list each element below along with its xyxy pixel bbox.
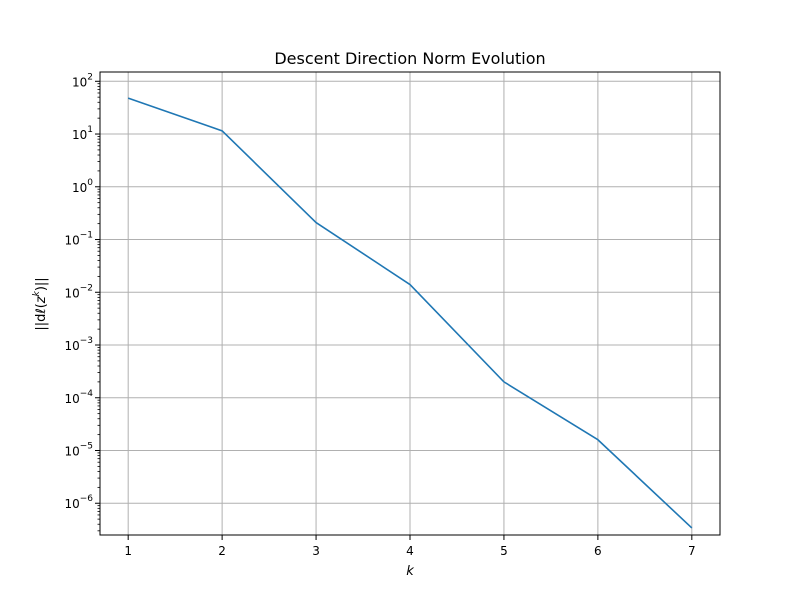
- y-tick-label: 10−1: [64, 231, 93, 248]
- x-axis-ticks: 1 2 3 4 5 6 7: [124, 535, 696, 558]
- y-axis-label-var: z: [34, 295, 49, 304]
- grid: [100, 72, 720, 535]
- x-tick-label: 2: [218, 544, 226, 558]
- x-tick-label: 6: [594, 544, 602, 558]
- x-tick-label: 5: [500, 544, 508, 558]
- y-tick-label: 102: [72, 72, 93, 89]
- y-tick-label: 100: [72, 178, 93, 195]
- y-axis-label-open: (: [34, 303, 49, 308]
- x-tick-label: 3: [312, 544, 320, 558]
- y-axis-label-ell: ℓ: [34, 308, 49, 314]
- y-tick-label: 10−3: [64, 336, 93, 353]
- series-group: [127, 97, 693, 529]
- x-tick-label: 4: [406, 544, 414, 558]
- y-axis-label-pre: ||d: [34, 314, 49, 331]
- chart-title: Descent Direction Norm Evolution: [274, 49, 545, 68]
- x-axis-label: k: [406, 564, 414, 579]
- y-tick-label: 101: [72, 125, 93, 142]
- x-tick-label: 1: [124, 544, 132, 558]
- x-tick-label: 7: [688, 544, 696, 558]
- y-tick-label: 10−5: [64, 442, 93, 459]
- y-axis-label-close: )||: [34, 277, 49, 291]
- y-tick-label: 10−4: [64, 389, 93, 406]
- y-tick-label: 10−2: [64, 283, 93, 300]
- y-axis-label-sup: k: [32, 290, 42, 296]
- y-tick-label: 10−6: [64, 494, 93, 511]
- y-axis-label: ||dℓ(zk)||: [32, 277, 49, 330]
- y-axis-ticks: 102 101 100 10−1 10−2 10−3 10−4 10−5 10−6: [64, 72, 100, 511]
